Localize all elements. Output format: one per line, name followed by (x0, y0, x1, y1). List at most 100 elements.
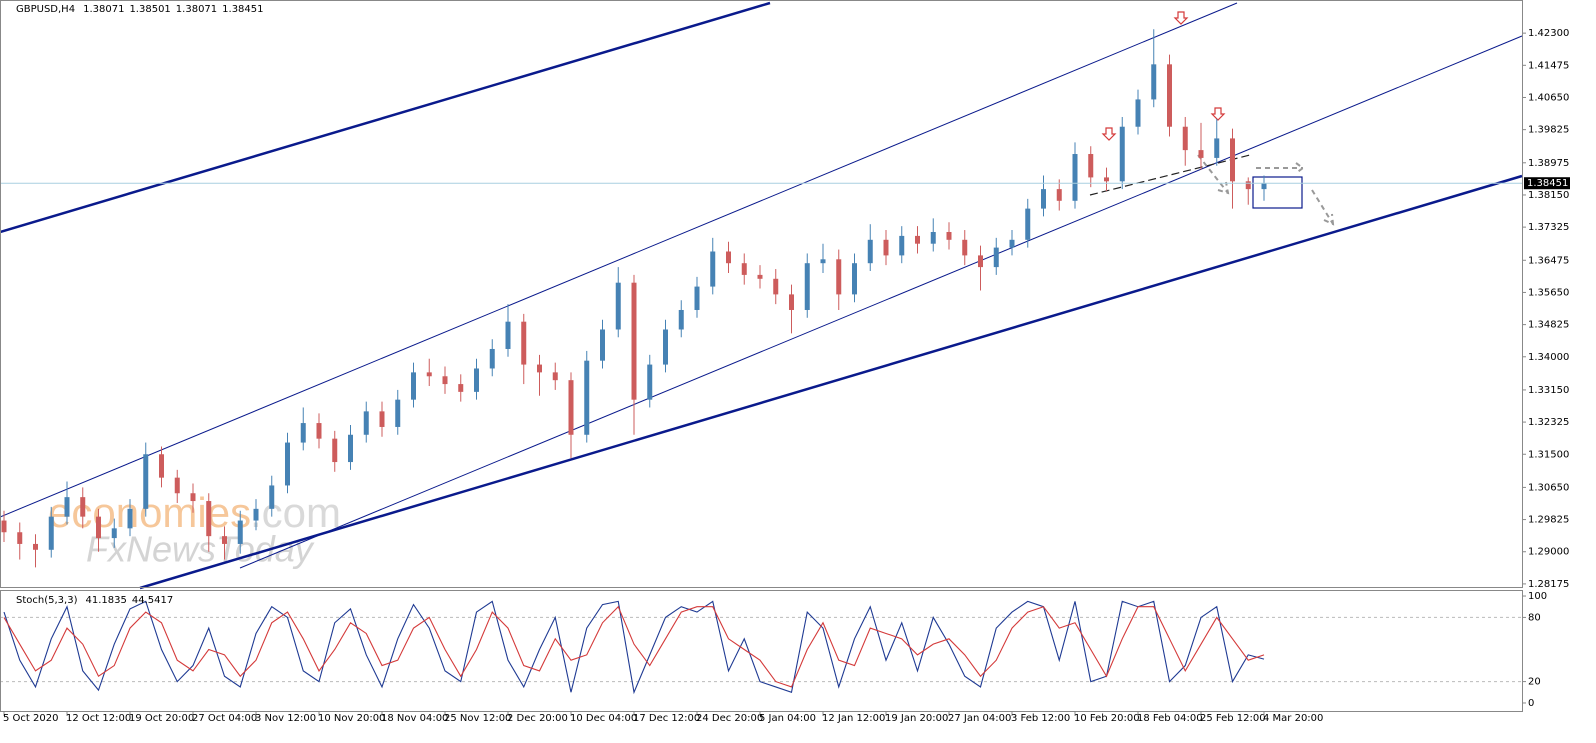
y-tick-label: 100 (1528, 591, 1547, 602)
x-tick-label: 24 Dec 20:00 (696, 713, 763, 724)
channel-line (239, 35, 1523, 569)
candle-body (159, 454, 164, 478)
range-box (1252, 176, 1303, 209)
candle-body (332, 438, 338, 463)
candle-body (411, 372, 416, 400)
x-tick-label: 10 Dec 04:00 (570, 713, 637, 724)
y-tick-label: 1.42300 (1528, 28, 1569, 39)
header-value: 1.38071 (176, 4, 217, 15)
candle-body (505, 321, 511, 349)
candle-body (48, 516, 54, 550)
y-tick-label: 1.28175 (1528, 579, 1569, 590)
candle-body (710, 251, 716, 287)
y-tick-label: 1.34825 (1528, 320, 1569, 331)
channel-line (0, 2, 1238, 518)
forecast-arrows (1197, 154, 1335, 226)
candle-body (1, 520, 7, 533)
y-tick-label: 1.36475 (1528, 255, 1569, 266)
stoch-frame (0, 590, 1523, 712)
candle-body (379, 411, 385, 427)
x-tick-label: 27 Jan 04:00 (948, 713, 1011, 724)
candle-body (127, 508, 133, 529)
candle-body (33, 543, 38, 550)
header-value: 1.38451 (222, 4, 263, 15)
stoch-line (3, 605, 1265, 688)
candle-body (442, 376, 448, 385)
price-frame (0, 0, 1523, 588)
candle-body (1198, 150, 1204, 158)
candle-body (1261, 183, 1267, 190)
candle-body (552, 372, 558, 381)
y-tick-label: 1.30650 (1528, 482, 1569, 493)
candle-body (804, 263, 810, 310)
candle-body (600, 329, 605, 361)
x-tick-label: 10 Feb 20:00 (1074, 713, 1140, 724)
current-price-label: 1.38451 (1527, 178, 1568, 189)
candle-body (1182, 126, 1188, 151)
candle-body (206, 501, 212, 537)
candle-body (993, 247, 999, 268)
candle-body (348, 434, 353, 463)
y-tick-label: 0 (1528, 698, 1534, 709)
candle-body (584, 360, 590, 435)
x-tick-label: 19 Oct 20:00 (129, 713, 194, 724)
candle-body (253, 508, 259, 521)
chart-title: GBPUSD,H4 (16, 4, 75, 15)
x-tick-label: 12 Jan 12:00 (822, 713, 885, 724)
candle-body (111, 528, 117, 539)
candle-body (726, 251, 731, 264)
candle-body (789, 294, 794, 310)
watermark-suffix: .com (250, 489, 341, 536)
header-value: 1.38071 (83, 4, 124, 15)
candle-body (1135, 99, 1141, 127)
x-tick-label: 25 Nov 12:00 (444, 713, 511, 724)
candle-body (1009, 239, 1015, 248)
y-tick-label: 1.38150 (1528, 190, 1569, 201)
candle-body (1167, 64, 1172, 127)
candle-body (474, 368, 479, 392)
x-tick-label: 3 Feb 12:00 (1011, 713, 1070, 724)
candle-body (1214, 138, 1220, 158)
candle-body (915, 235, 920, 244)
y-tick-label: 1.40650 (1528, 92, 1569, 103)
candle-body (1151, 64, 1157, 100)
y-tick-label: 1.33150 (1528, 385, 1569, 396)
candle-body (741, 263, 747, 275)
y-tick-label: 80 (1528, 612, 1541, 623)
x-tick-label: 18 Feb 04:00 (1137, 713, 1203, 724)
candle-body (426, 372, 432, 377)
y-tick-label: 1.37325 (1528, 222, 1569, 233)
y-tick-label: 1.41475 (1528, 60, 1569, 71)
candle-body (363, 411, 369, 435)
candle-body (1056, 189, 1062, 201)
candle-body (962, 239, 968, 256)
candle-body (883, 239, 889, 256)
candle-body (537, 364, 542, 373)
y-tick-label: 1.29825 (1528, 515, 1569, 526)
candle-body (269, 485, 275, 509)
trendline (139, 174, 1523, 590)
x-tick-label: 4 Mar 20:00 (1263, 713, 1323, 724)
candle-body (489, 348, 495, 369)
candle-body (80, 497, 86, 517)
candle-body (678, 309, 684, 330)
candle-body (222, 536, 227, 544)
trendline (0, 1, 771, 234)
x-tick-label: 10 Nov 20:00 (318, 713, 385, 724)
candle-body (836, 259, 842, 295)
y-tick-label: 20 (1528, 677, 1541, 688)
stoch-line (3, 600, 1265, 695)
candle-body (300, 423, 306, 443)
candle-body (237, 520, 243, 544)
candle-body (663, 329, 668, 365)
candle-body (615, 282, 621, 330)
current-price-box (1524, 177, 1570, 190)
candle-body (930, 232, 936, 244)
candle-body (96, 516, 101, 539)
candle-body (395, 399, 401, 427)
candle-body (1025, 208, 1031, 240)
candle-body (1072, 154, 1078, 201)
candle-body (820, 259, 826, 264)
candle-body (1119, 126, 1125, 182)
